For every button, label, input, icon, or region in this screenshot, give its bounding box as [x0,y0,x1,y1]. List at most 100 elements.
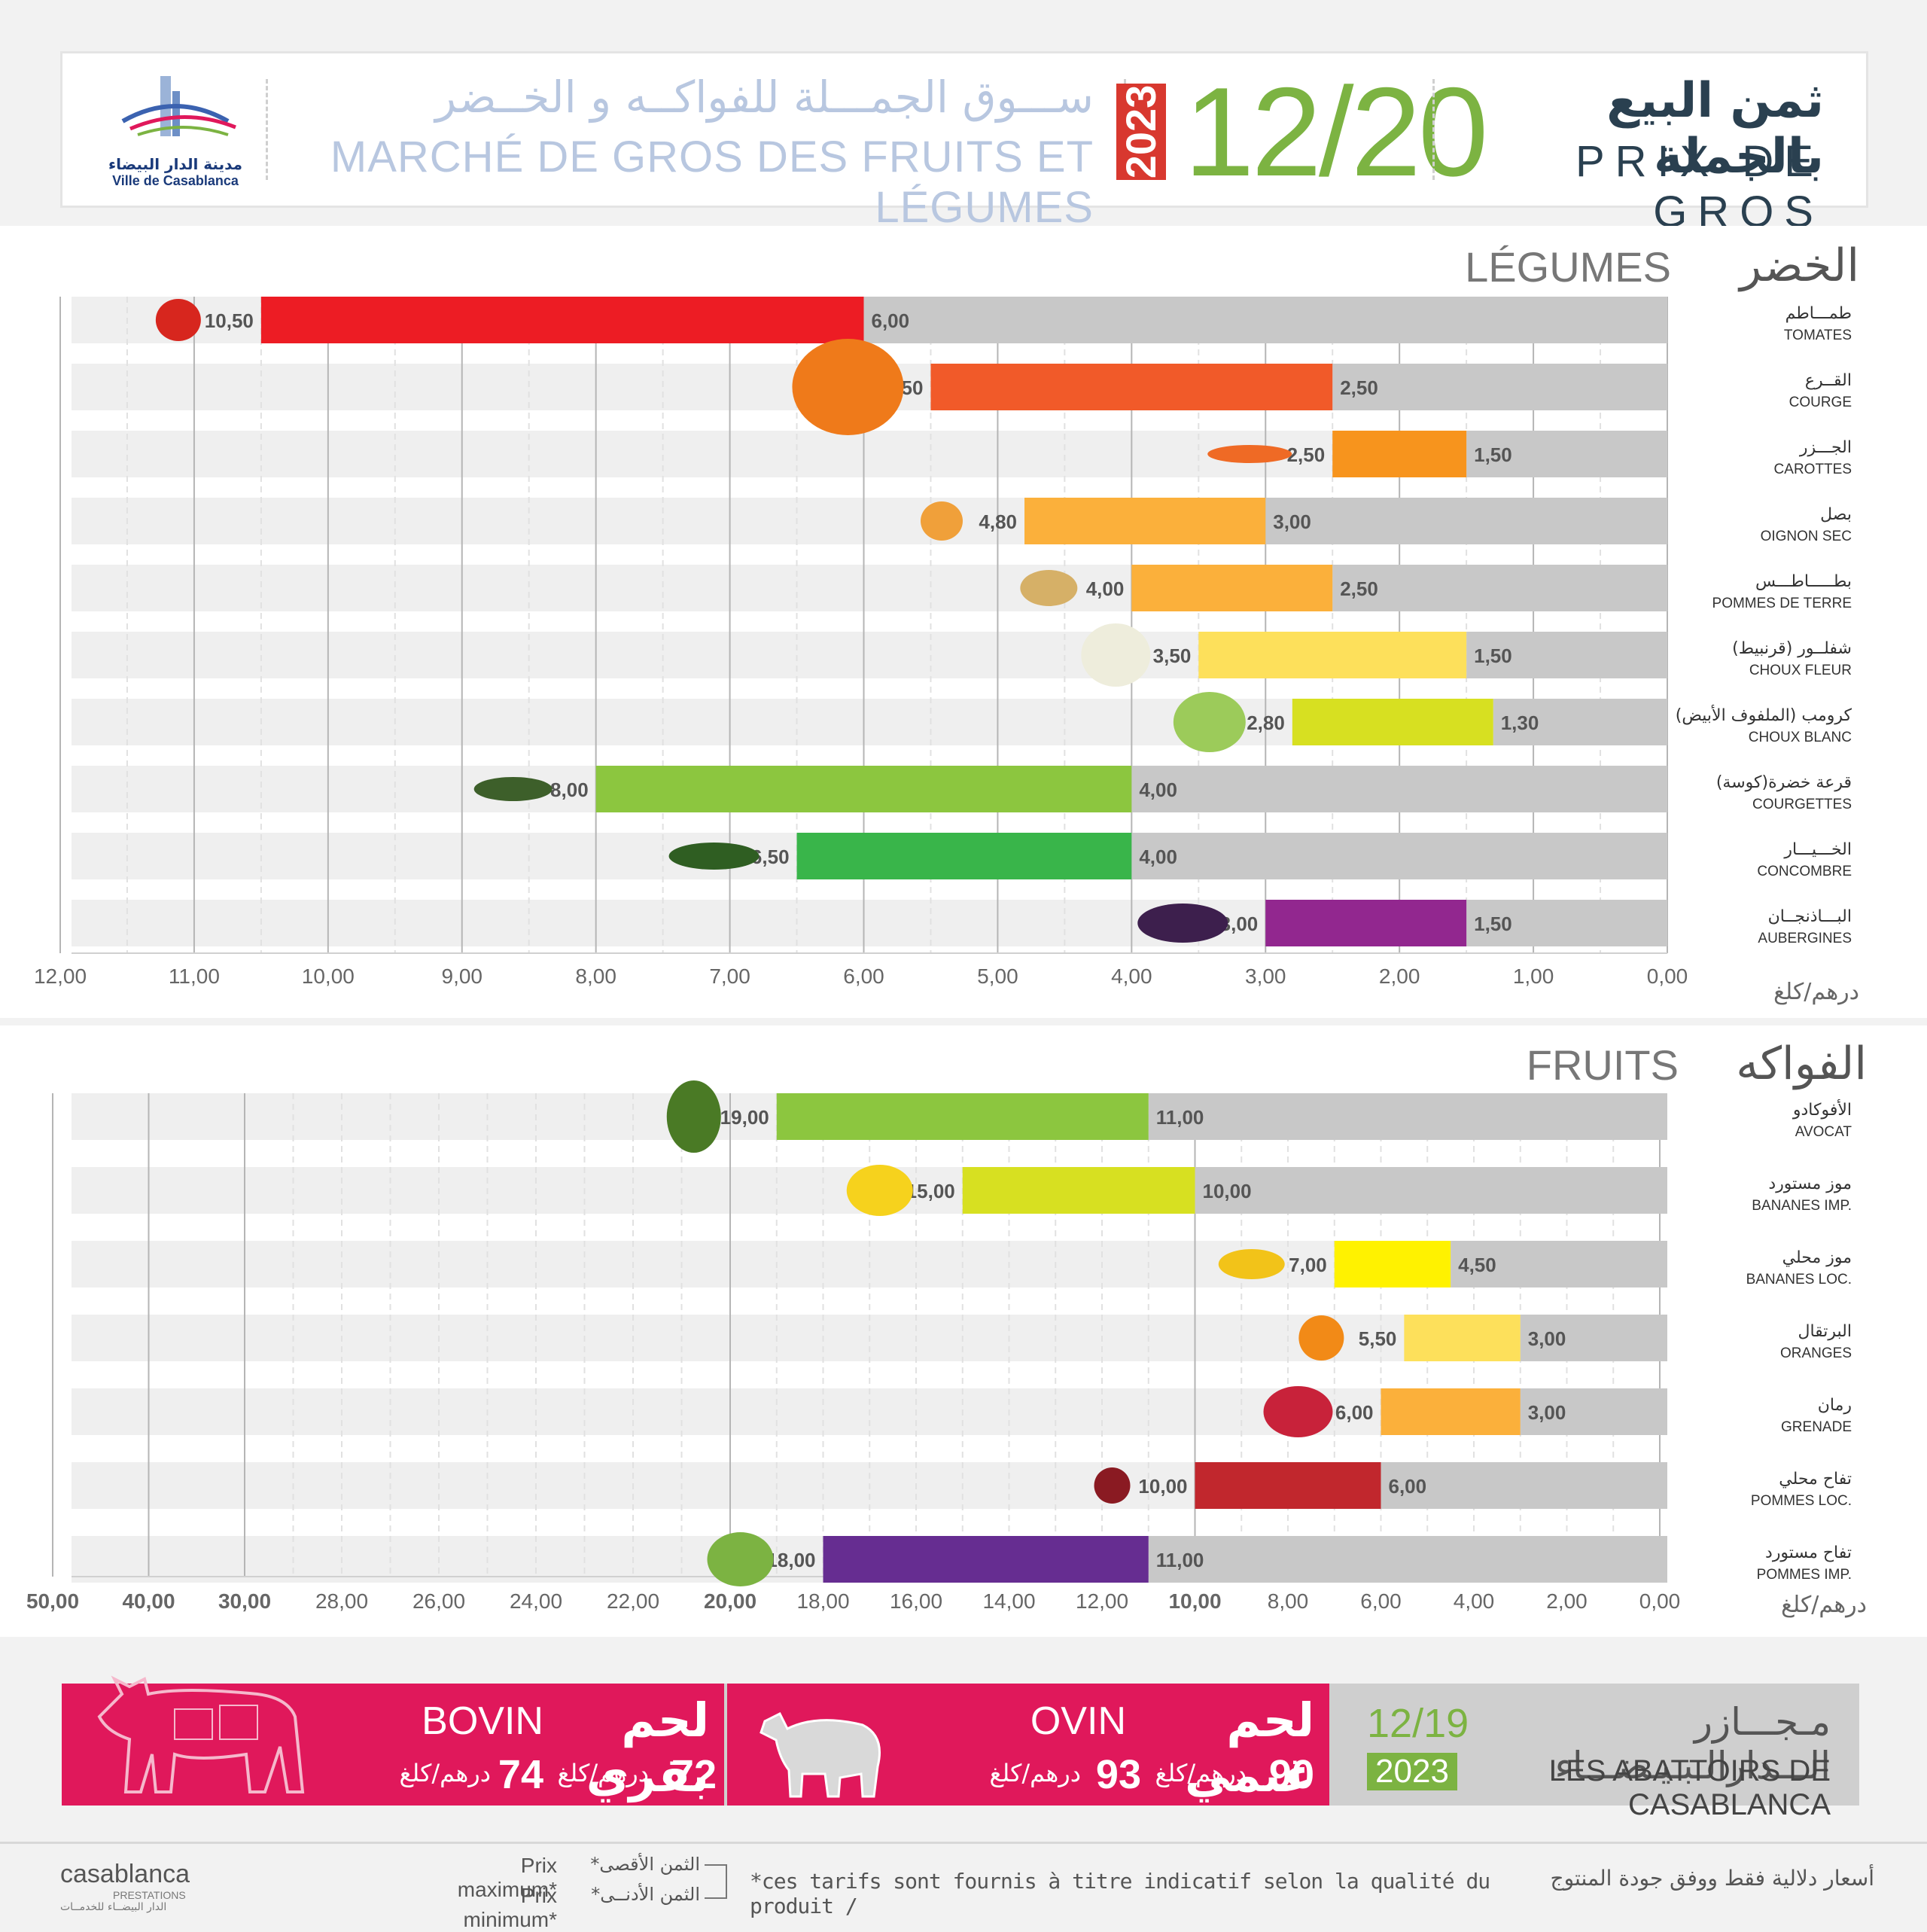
category-label-ar: الأفوكادو [1792,1099,1852,1120]
bar-max-label: 8,00 [550,779,589,801]
bovin-price-min: 72 [671,1752,717,1797]
category-label-fr: AVOCAT [1795,1124,1852,1140]
bovin-price-max: 74 [498,1752,543,1797]
x-tick-label: 16,00 [890,1589,942,1613]
potato-icon [1020,570,1078,606]
bovin-panel: لحم بقري BOVIN 72 درهم/كلغ 74 درهم/كلغ [62,1675,724,1806]
carrot-icon [1207,445,1292,463]
bar-min-label: 4,50 [1458,1254,1496,1276]
category-label-fr: COURGETTES [1752,797,1852,812]
vegetables-chart: 0,00 1,00 2,00 3,00 4,00 5,00 6,00 7,00 8,00 9,00… [34,297,1852,988]
meat-band: لحم بقري BOVIN 72 درهم/كلغ 74 درهم/كلغ ل… [62,1675,1859,1821]
category-label-ar: الجـــزر [1799,438,1852,457]
bar-max-segment [1131,565,1333,611]
fruits-chart: 0,00 2,00 4,00 6,00 8,00 10,00 12,00 14,00 16,00… [26,1080,1852,1613]
ovin-unit: درهم/كلغ [1155,1759,1247,1787]
x-tick-label: 30,00 [218,1589,271,1613]
banana-bunch-icon-shape [846,1165,913,1216]
bar-min-label: 1,30 [1501,712,1539,734]
bar-min-segment [1148,1536,1667,1583]
bar-max-segment [1404,1315,1521,1361]
bar-min-label: 3,00 [1528,1327,1566,1350]
bar-min-label: 1,50 [1474,443,1512,466]
bar-min-segment [1493,699,1667,745]
bar-max-label: 4,80 [979,510,1017,533]
x-tick-label: 20,00 [704,1589,756,1613]
category-label-fr: ORANGES [1780,1345,1852,1361]
category-label-fr: CONCOMBRE [1757,864,1852,879]
bar-min-label: 2,50 [1340,376,1378,399]
ovin-price-max: 93 [1095,1752,1141,1797]
divider [266,79,268,180]
market-title-ar: ســـوق الجمـــلة للفواكــه و الخــضر [435,72,1094,123]
category-label-ar: كرومب (الملفوف الأبيض) [1676,705,1852,725]
bar-max-segment [1292,699,1493,745]
category-label-fr: POMMES IMP. [1757,1567,1852,1583]
x-tick-label: 8,00 [1268,1589,1309,1613]
banana-bunch-icon [846,1165,913,1216]
avocado-icon-shape [666,1080,721,1153]
cabbage-icon-shape [1173,692,1246,752]
abattoirs-title-fr: LES ABATTOIRS DE CASABLANCA [1548,1754,1831,1821]
cauliflower-icon [1081,623,1151,687]
ovin-title-fr: OVIN [1030,1699,1126,1743]
legend-bracket [705,1864,727,1899]
category-label-fr: CAROTTES [1774,462,1852,477]
bar-min-segment [1466,632,1667,678]
category-label-ar: تفاح محلي [1779,1470,1852,1489]
city-logo-fr: Ville de Casablanca [112,173,239,188]
bar-max-segment [930,364,1333,410]
tomato-icon-shape [155,299,201,341]
bar-max-segment [962,1167,1195,1214]
fruits-unit: درهم/كلغ [1781,1592,1867,1618]
bovin-unit: درهم/كلغ [557,1759,649,1787]
ovin-price-min: 90 [1268,1752,1314,1797]
date-display: 12/20 [1184,61,1488,203]
bar-max-label: 10,00 [1138,1475,1187,1498]
onion-icon-shape [921,501,963,541]
x-tick-label: 10,00 [302,964,355,988]
category-label-ar: قرعة خضرة(كوسة) [1716,773,1852,792]
category-label-ar: بطـــــاطـــس [1755,572,1852,591]
x-tick-label: 4,00 [1454,1589,1495,1613]
bar-max-label: 7,00 [1289,1254,1327,1276]
x-tick-label: 12,00 [1076,1589,1128,1613]
fruits-title-ar: الفواكه [1736,1038,1867,1090]
bar-max-segment [823,1536,1149,1583]
category-label-fr: TOMATES [1784,328,1852,343]
apple-icon-shape [1094,1467,1131,1504]
bar-max-segment [1195,1462,1381,1509]
bar-min-segment [1520,1388,1667,1435]
category-label-fr: BANANES IMP. [1752,1198,1852,1214]
ovin-title-ar: لحم غنمي [1185,1693,1314,1802]
footer-logo-sub: PRESTATIONS [113,1889,186,1901]
vegetables-unit: درهم/كلغ [1773,979,1859,1005]
x-tick-label: 7,00 [709,964,750,988]
onion-icon [921,501,963,541]
bar-min-segment [863,297,1667,343]
apples-icon-shape [707,1532,774,1586]
x-tick-label: 28,00 [315,1589,368,1613]
header-banner: مدينة الدار البيضاء Ville de Casablanca … [60,51,1868,236]
x-tick-label: 22,00 [607,1589,659,1613]
bar-min-label: 1,50 [1474,913,1512,935]
category-label-ar: شفلــور (قرنبيط) [1732,639,1852,658]
bar-min-segment [1131,833,1667,879]
pumpkin-icon-shape [792,339,904,435]
vegetables-panel: الخضر LÉGUMES درهم/كلغ [0,226,1927,1018]
category-label-ar: بصل [1820,505,1852,524]
category-label-ar: موز مستورد [1768,1175,1852,1193]
category-label-ar: رمان [1818,1396,1852,1415]
category-label-fr: AUBERGINES [1758,931,1852,946]
bar-max-segment [1198,632,1467,678]
x-tick-label: 50,00 [26,1589,79,1613]
x-tick-label: 10,00 [1168,1589,1221,1613]
abattoirs-year: 2023 [1367,1753,1457,1790]
bar-min-segment [1466,431,1667,477]
bar-max-label: 2,80 [1247,712,1285,734]
sheep-icon [760,1711,881,1798]
legend-prix-max-ar: *الثمن الأقصى [590,1854,700,1875]
x-tick-label: 6,00 [1360,1589,1402,1613]
category-label-fr: POMMES LOC. [1751,1493,1852,1509]
vegetables-title-fr: LÉGUMES [1465,243,1671,291]
